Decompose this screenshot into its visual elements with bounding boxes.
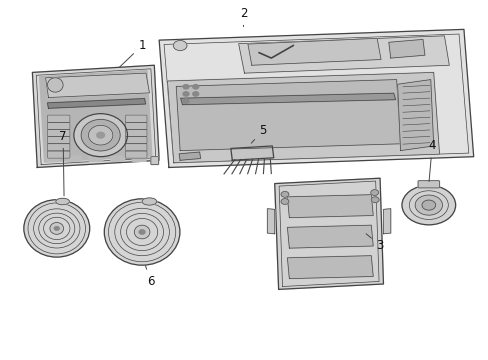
FancyBboxPatch shape bbox=[125, 151, 147, 158]
Text: 5: 5 bbox=[251, 124, 266, 143]
Circle shape bbox=[54, 226, 59, 230]
Text: 4: 4 bbox=[427, 139, 435, 181]
FancyBboxPatch shape bbox=[47, 115, 70, 122]
Circle shape bbox=[370, 197, 378, 203]
Text: 3: 3 bbox=[366, 234, 383, 252]
Polygon shape bbox=[230, 146, 273, 160]
FancyBboxPatch shape bbox=[125, 136, 147, 144]
Circle shape bbox=[139, 230, 145, 234]
FancyBboxPatch shape bbox=[89, 156, 102, 161]
Polygon shape bbox=[287, 195, 372, 218]
Circle shape bbox=[192, 92, 198, 96]
Circle shape bbox=[281, 199, 288, 204]
Polygon shape bbox=[167, 72, 439, 163]
Text: 1: 1 bbox=[120, 39, 145, 67]
FancyBboxPatch shape bbox=[47, 130, 70, 136]
Circle shape bbox=[281, 192, 288, 197]
Polygon shape bbox=[40, 71, 152, 162]
Polygon shape bbox=[159, 30, 473, 167]
FancyBboxPatch shape bbox=[47, 144, 70, 151]
Circle shape bbox=[183, 92, 188, 96]
Polygon shape bbox=[287, 225, 372, 248]
Circle shape bbox=[183, 99, 188, 103]
FancyBboxPatch shape bbox=[67, 156, 81, 161]
Ellipse shape bbox=[24, 200, 89, 257]
Circle shape bbox=[97, 132, 104, 138]
Polygon shape bbox=[388, 40, 424, 58]
Circle shape bbox=[192, 85, 198, 89]
Ellipse shape bbox=[88, 125, 113, 145]
FancyBboxPatch shape bbox=[47, 122, 70, 130]
Ellipse shape bbox=[47, 78, 63, 92]
Polygon shape bbox=[47, 99, 145, 108]
Polygon shape bbox=[32, 65, 159, 167]
FancyBboxPatch shape bbox=[111, 156, 124, 161]
Text: 6: 6 bbox=[145, 266, 154, 288]
Circle shape bbox=[414, 195, 442, 215]
Text: 7: 7 bbox=[59, 130, 67, 196]
Circle shape bbox=[173, 41, 186, 50]
Polygon shape bbox=[45, 73, 149, 98]
Ellipse shape bbox=[74, 114, 127, 157]
FancyBboxPatch shape bbox=[47, 136, 70, 144]
FancyBboxPatch shape bbox=[47, 151, 70, 158]
FancyBboxPatch shape bbox=[125, 144, 147, 151]
Polygon shape bbox=[267, 209, 274, 234]
Polygon shape bbox=[287, 256, 372, 279]
Ellipse shape bbox=[56, 198, 69, 205]
Circle shape bbox=[421, 200, 435, 210]
FancyBboxPatch shape bbox=[151, 157, 158, 165]
Circle shape bbox=[401, 185, 455, 225]
FancyBboxPatch shape bbox=[125, 115, 147, 122]
Text: 2: 2 bbox=[239, 7, 247, 27]
FancyBboxPatch shape bbox=[125, 130, 147, 136]
Polygon shape bbox=[383, 209, 390, 234]
Polygon shape bbox=[238, 36, 448, 73]
Polygon shape bbox=[397, 80, 433, 150]
Ellipse shape bbox=[81, 120, 120, 151]
Polygon shape bbox=[247, 39, 380, 65]
Ellipse shape bbox=[142, 198, 157, 205]
Circle shape bbox=[370, 190, 378, 195]
FancyBboxPatch shape bbox=[417, 181, 439, 188]
Ellipse shape bbox=[134, 225, 150, 239]
Circle shape bbox=[183, 85, 188, 89]
Ellipse shape bbox=[50, 222, 63, 234]
FancyBboxPatch shape bbox=[132, 156, 146, 161]
Polygon shape bbox=[180, 93, 395, 105]
Polygon shape bbox=[274, 178, 383, 289]
FancyBboxPatch shape bbox=[125, 122, 147, 130]
FancyBboxPatch shape bbox=[46, 156, 60, 161]
Ellipse shape bbox=[104, 199, 180, 265]
Polygon shape bbox=[179, 152, 200, 160]
Polygon shape bbox=[176, 80, 400, 150]
